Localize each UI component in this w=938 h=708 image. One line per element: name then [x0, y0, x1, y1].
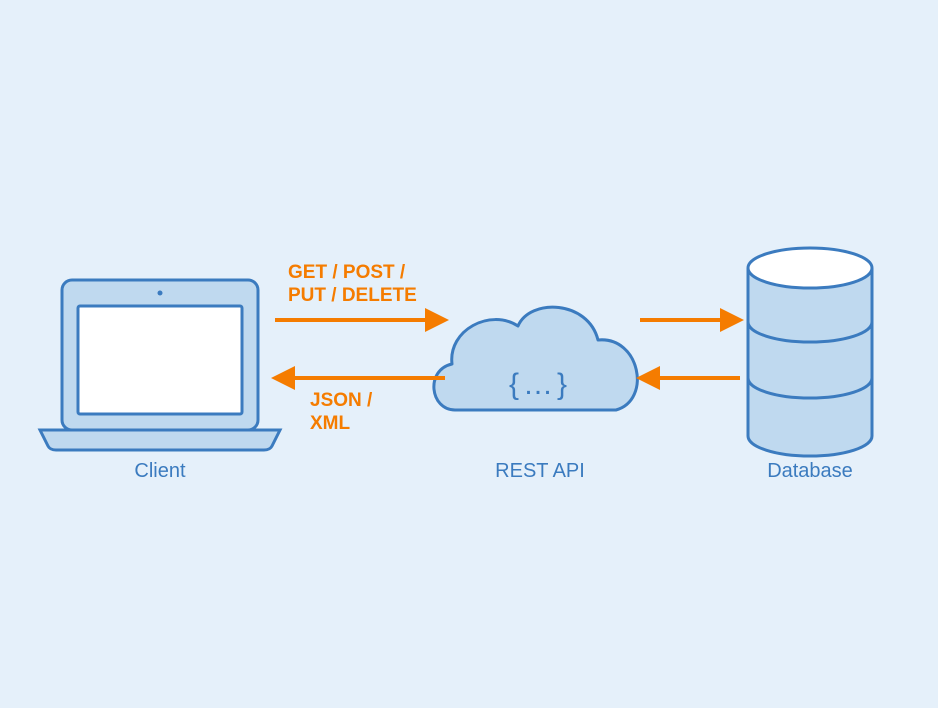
database-icon [748, 248, 872, 456]
api-label: REST API [440, 460, 640, 483]
client-label: Client [60, 460, 260, 483]
client-icon [40, 280, 280, 450]
api-braces-text: {…} [509, 368, 571, 401]
response-format-label: JSON / XML [310, 390, 372, 436]
architecture-diagram: {…} [0, 0, 938, 708]
database-label: Database [710, 460, 910, 483]
request-methods-label: GET / POST / PUT / DELETE [288, 262, 417, 308]
